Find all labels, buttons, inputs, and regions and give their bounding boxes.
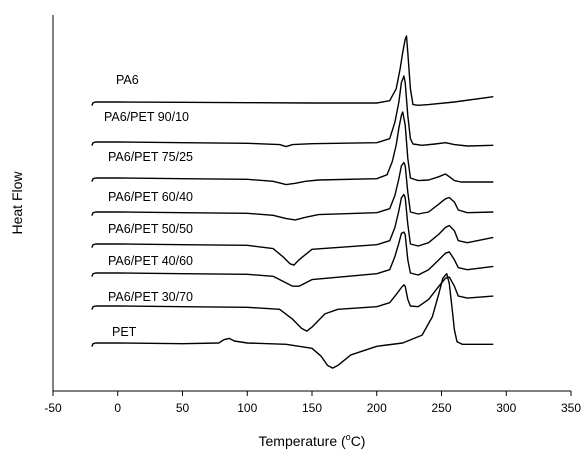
series-label-3: PA6/PET 60/40 (108, 190, 193, 204)
series-label-1: PA6/PET 90/10 (104, 110, 189, 124)
x-tick-label: 250 (431, 401, 451, 415)
series-curve-2 (91, 111, 494, 186)
x-tick-label: 200 (367, 401, 387, 415)
x-tick-label: -50 (44, 401, 62, 415)
series-label-5: PA6/PET 40/60 (108, 254, 193, 268)
series-label-7: PET (112, 325, 137, 339)
x-tick-label: 150 (302, 401, 322, 415)
series-curve-1 (91, 75, 494, 148)
x-tick-label: 0 (114, 401, 121, 415)
x-tick-label: 50 (176, 401, 190, 415)
x-tick-label: 100 (237, 401, 257, 415)
x-tick-label: 350 (561, 401, 581, 415)
series-curve-0 (91, 35, 494, 107)
curves (91, 35, 494, 369)
series-curve-4 (91, 193, 494, 266)
x-axis-title-superscript: o (346, 432, 351, 442)
series-curve-5 (91, 231, 494, 287)
x-axis-ticks: -50 0 50 100 150 200 250 300 350 (44, 391, 581, 415)
series-label-2: PA6/PET 75/25 (108, 150, 193, 164)
series-label-0: PA6 (116, 73, 139, 87)
series-curve-7 (91, 273, 494, 369)
series-curve-6 (91, 276, 494, 332)
y-axis-title: Heat Flow (9, 171, 25, 235)
series-label-6: PA6/PET 30/70 (108, 290, 193, 304)
series-curve-3 (91, 161, 494, 221)
series-labels: PA6 PA6/PET 90/10 PA6/PET 75/25 PA6/PET 60/… (104, 73, 193, 339)
series-label-4: PA6/PET 50/50 (108, 222, 193, 236)
x-axis-title: Temperature (oC) (259, 432, 366, 449)
x-axis-title-suffix: C) (351, 433, 366, 449)
x-tick-label: 300 (496, 401, 516, 415)
